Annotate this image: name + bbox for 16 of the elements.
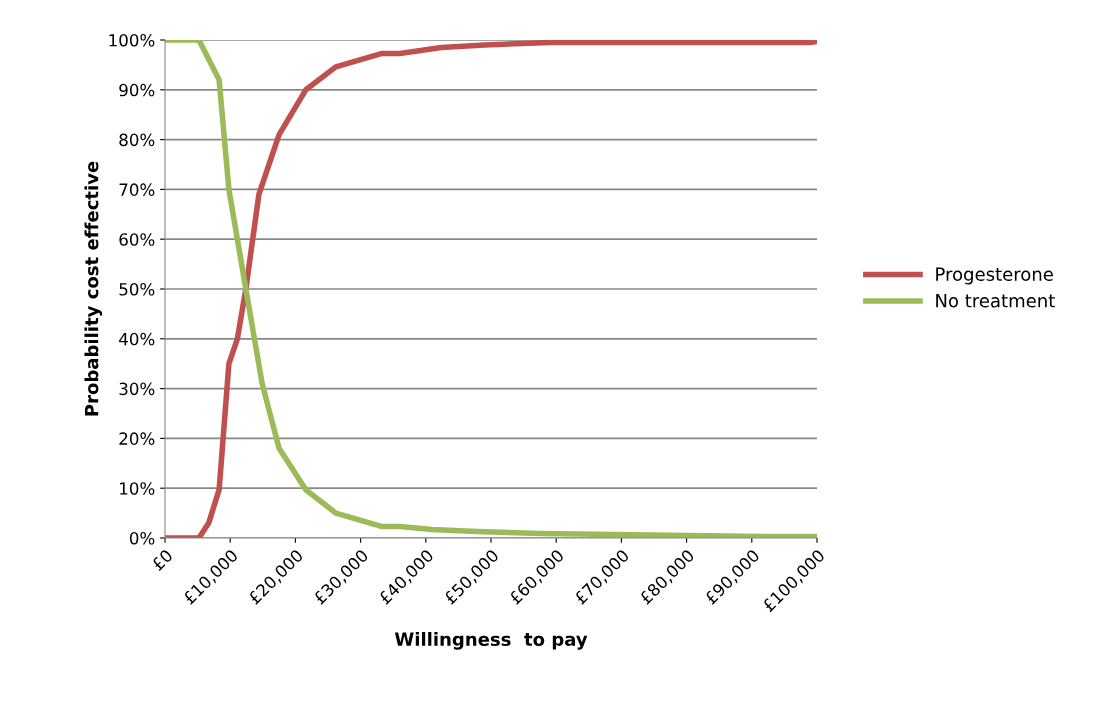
- y-tick-label: 0%: [129, 531, 155, 545]
- legend-label: No treatment: [936, 294, 1055, 308]
- y-tick-label: 80%: [119, 133, 155, 147]
- y-tick-label: 40%: [119, 332, 155, 346]
- y-tick-label: 60%: [119, 233, 155, 246]
- y-tick-label: 100%: [109, 33, 155, 47]
- x-axis-title: Willingness to pay: [394, 632, 588, 650]
- y-tick-label: 10%: [120, 482, 155, 495]
- y-tick-label: 30%: [119, 382, 155, 396]
- x-tick-label: £0: [150, 548, 174, 572]
- y-axis-title: Probability cost effective: [84, 161, 103, 416]
- y-tick-label: 50%: [119, 282, 155, 296]
- y-tick-label: 70%: [119, 183, 155, 196]
- legend-label: Progesterone: [936, 267, 1053, 285]
- y-tick-label: 20%: [119, 432, 155, 445]
- y-tick-label: 90%: [119, 83, 155, 97]
